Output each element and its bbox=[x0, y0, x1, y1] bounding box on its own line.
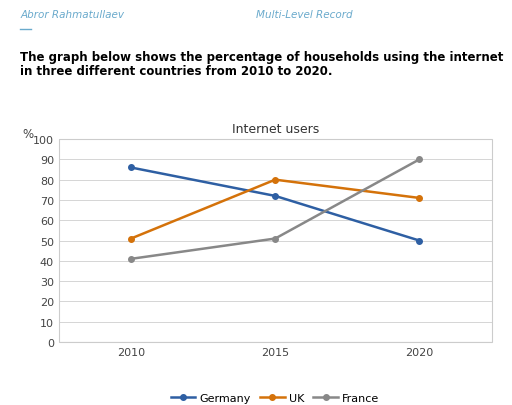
Legend: Germany, UK, France: Germany, UK, France bbox=[166, 388, 384, 405]
Line: France: France bbox=[128, 157, 422, 262]
France bbox=[416, 158, 422, 162]
Line: Germany: Germany bbox=[128, 165, 422, 244]
France bbox=[128, 257, 134, 262]
Text: The graph below shows the percentage of households using the internet: The graph below shows the percentage of … bbox=[20, 51, 504, 64]
Germany bbox=[416, 239, 422, 243]
Text: Abror Rahmatullaev: Abror Rahmatullaev bbox=[20, 10, 124, 20]
Germany bbox=[272, 194, 278, 199]
Text: in three different countries from 2010 to 2020.: in three different countries from 2010 t… bbox=[20, 65, 333, 78]
Germany bbox=[128, 166, 134, 171]
Line: UK: UK bbox=[128, 177, 422, 242]
UK bbox=[272, 178, 278, 183]
UK bbox=[128, 237, 134, 241]
Text: Multi-Level Record: Multi-Level Record bbox=[256, 10, 353, 20]
Text: %: % bbox=[22, 128, 33, 141]
France bbox=[272, 237, 278, 241]
UK bbox=[416, 196, 422, 201]
Title: Internet users: Internet users bbox=[231, 123, 319, 136]
